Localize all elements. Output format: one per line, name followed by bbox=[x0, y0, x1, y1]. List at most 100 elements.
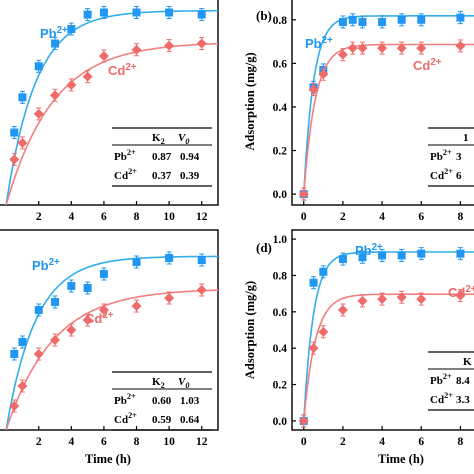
table-cell-k2: 0.37 bbox=[152, 170, 172, 182]
pb-fit-line bbox=[303, 251, 474, 421]
pb-data-point bbox=[51, 39, 60, 48]
x-tick-label: 0 bbox=[301, 211, 307, 223]
x-tick-label: 0 bbox=[301, 436, 307, 448]
table-cell: 8.4 bbox=[456, 375, 470, 387]
pb-data-point bbox=[83, 10, 92, 19]
pb-data-point bbox=[99, 270, 108, 278]
x-tick-label: 12 bbox=[196, 436, 208, 448]
table-cell-k2: 0.87 bbox=[152, 151, 172, 163]
pb-data-point bbox=[18, 338, 27, 346]
pb-data-point bbox=[10, 350, 19, 358]
x-tick-label: 2 bbox=[36, 436, 42, 448]
y-tick-label: 0.2 bbox=[273, 146, 288, 158]
panel-a: 2 4 6 8 10 12 Pb2+ Cd2+ K2 V0 Pb2+ 0.87 0.94 Cd2+ 0.37… bbox=[0, 0, 219, 223]
pb-series-label: Pb2+ bbox=[355, 242, 383, 258]
cd-data-point bbox=[82, 315, 93, 325]
table-row-ion: Pb2+ bbox=[114, 148, 136, 163]
cd-data-point bbox=[416, 43, 427, 54]
cd-data-point bbox=[308, 343, 319, 354]
y-tick-label: 1.0 bbox=[273, 234, 288, 246]
x-tick-label: 10 bbox=[163, 211, 175, 223]
pb-data-point bbox=[417, 15, 426, 24]
cd-data-point bbox=[318, 69, 329, 80]
pb-data-point bbox=[83, 284, 92, 292]
cd-data-point bbox=[131, 44, 142, 55]
cd-data-point bbox=[66, 79, 77, 90]
cd-data-point bbox=[33, 349, 44, 359]
x-tick-label: 8 bbox=[134, 436, 140, 448]
pb-data-point bbox=[319, 267, 328, 276]
pb-data-point bbox=[99, 8, 108, 17]
x-tick-label: 8 bbox=[458, 436, 464, 448]
table-header: K bbox=[463, 356, 472, 368]
pb-data-point bbox=[165, 8, 174, 17]
params-table: K2 V0 Pb2+ 0.60 1.03 Cd2+ 0.59 0.64 bbox=[112, 371, 212, 431]
plot-area bbox=[5, 5, 218, 205]
pb-data-point bbox=[18, 93, 27, 102]
pb-data-point bbox=[338, 255, 347, 264]
pb-data-point bbox=[34, 62, 43, 71]
pb-data-point bbox=[34, 306, 43, 314]
table-cell: 3 bbox=[456, 151, 462, 163]
plot-area bbox=[298, 247, 474, 428]
cd-data-point bbox=[98, 305, 109, 315]
table-header-v0: V0 bbox=[178, 132, 189, 146]
cd-data-point bbox=[308, 84, 319, 95]
cd-data-point bbox=[50, 90, 61, 101]
pb-data-point bbox=[417, 249, 426, 258]
cd-data-point bbox=[337, 305, 348, 315]
table-row-ion: Cd2+ bbox=[114, 167, 137, 182]
panel-label: (b) bbox=[256, 8, 272, 23]
table-cell-v0: 0.64 bbox=[180, 414, 200, 426]
panel-c: 2 4 6 8 10 12 Time (h) Pb2+ Cd2+ K2 V0 Pb2+ 0.60 1.03… bbox=[0, 229, 219, 466]
x-tick-label: 6 bbox=[101, 436, 107, 448]
pb-series-label: Pb2+ bbox=[32, 257, 60, 273]
pb-data-point bbox=[197, 10, 206, 19]
pb-data-point bbox=[309, 278, 318, 287]
cd-data-point bbox=[298, 189, 309, 200]
x-tick-label: 12 bbox=[196, 211, 208, 223]
pb-data-point bbox=[10, 128, 19, 137]
x-tick-label: 4 bbox=[379, 436, 385, 448]
cd-data-point bbox=[9, 401, 20, 411]
cd-data-point bbox=[164, 293, 175, 303]
cd-data-point bbox=[66, 325, 77, 335]
plot-frame bbox=[0, 0, 219, 206]
cd-data-point bbox=[377, 43, 388, 54]
pb-data-point bbox=[397, 15, 406, 24]
cd-data-point bbox=[455, 290, 466, 301]
cd-data-point bbox=[357, 295, 368, 306]
y-axis-title: Adsorption (mg/g) bbox=[243, 52, 257, 150]
pb-data-point bbox=[378, 251, 387, 260]
cd-series-label: Cd2+ bbox=[413, 57, 442, 73]
panel-label: (d) bbox=[256, 240, 272, 255]
y-tick-label: 0.8 bbox=[273, 15, 288, 27]
y-tick-label: 0.6 bbox=[273, 307, 288, 319]
pb-data-point bbox=[358, 253, 367, 262]
x-tick-label: 4 bbox=[379, 211, 385, 223]
pb-series-label: Pb2+ bbox=[40, 25, 68, 41]
x-tick-label: 6 bbox=[418, 211, 424, 223]
table-cell-k2: 0.60 bbox=[152, 395, 172, 407]
y-tick-label: 0.2 bbox=[273, 380, 288, 392]
table-cell-v0: 1.03 bbox=[180, 395, 200, 407]
y-tick-label: 0.8 bbox=[273, 270, 288, 282]
pb-data-point bbox=[67, 25, 76, 34]
cd-data-point bbox=[396, 292, 407, 303]
panel-b: 0 2 4 6 8 0.0 0.2 0.4 0.6 0.8 Adsorption (mg/g) (b)… bbox=[243, 0, 474, 223]
pb-data-point bbox=[378, 17, 387, 26]
x-tick-label: 8 bbox=[134, 211, 140, 223]
x-tick-label: 2 bbox=[340, 211, 346, 223]
x-tick-label: 4 bbox=[68, 436, 74, 448]
cd-data-point bbox=[337, 49, 348, 60]
pb-data-point bbox=[348, 15, 357, 24]
cd-data-point bbox=[298, 415, 309, 426]
pb-data-point bbox=[197, 256, 206, 264]
cd-data-point bbox=[82, 71, 93, 82]
plot-frame bbox=[0, 229, 219, 431]
table-header-v0: V0 bbox=[178, 376, 189, 390]
y-tick-label: 0.4 bbox=[273, 102, 288, 114]
cd-data-point bbox=[50, 335, 61, 345]
